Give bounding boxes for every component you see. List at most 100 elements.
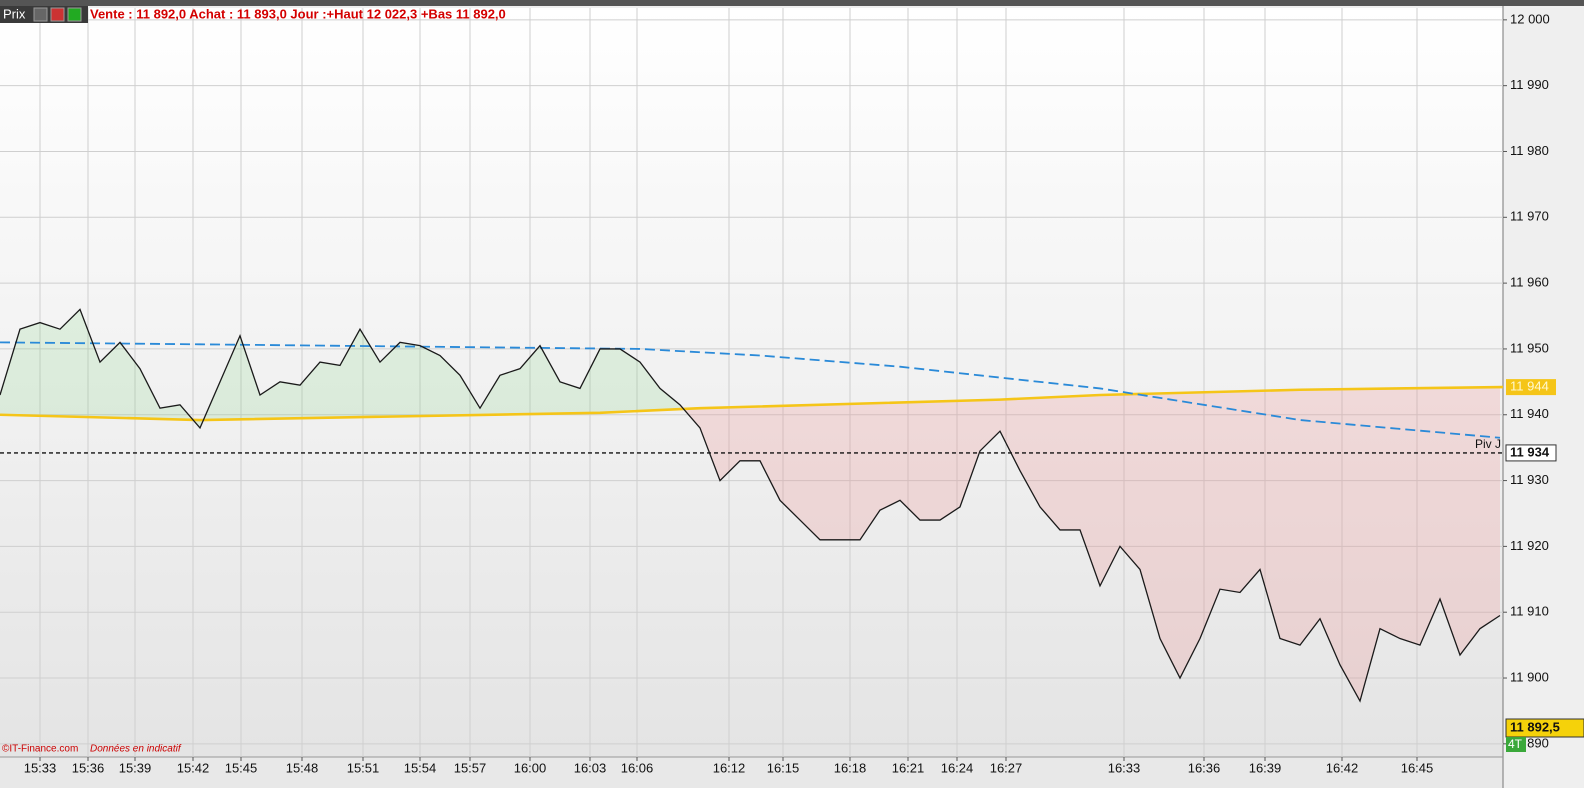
x-tick-label: 16:00: [514, 760, 547, 775]
note: Données en indicatif: [90, 744, 182, 755]
area-fill: [600, 348, 620, 413]
top-border: [0, 0, 1584, 6]
area-fill: [1100, 394, 1120, 586]
x-tick-label: 16:24: [941, 760, 974, 775]
area-fill: [980, 399, 1000, 451]
tool-icon[interactable]: [33, 7, 48, 22]
area-fill: [800, 404, 820, 540]
x-tick-label: 15:36: [72, 760, 105, 775]
x-tick-label: 16:45: [1401, 760, 1434, 775]
area-fill: [540, 345, 560, 414]
series-line: [0, 308, 1501, 703]
area-fill: [140, 368, 160, 419]
area-fill: [1400, 388, 1420, 646]
area-fill: [1080, 395, 1100, 586]
x-tick-label: 16:21: [892, 760, 925, 775]
area-fill: [1380, 388, 1400, 639]
area-fill: [780, 405, 800, 521]
area-fill: [220, 335, 240, 420]
area-fill: [1060, 395, 1080, 530]
area-fill: [1480, 387, 1500, 629]
area-fill: [860, 403, 880, 540]
area-fill: [60, 309, 80, 417]
area-fill: [1220, 391, 1240, 593]
area-fill: [400, 342, 420, 417]
area-fill: [1240, 390, 1260, 593]
x-tick-label: 16:27: [990, 760, 1023, 775]
x-tick-label: 16:03: [574, 760, 607, 775]
series-line: [0, 385, 1504, 422]
area-fill: [900, 401, 920, 521]
ma-tag: [1506, 379, 1556, 396]
y-tick-label: 11 940: [1510, 406, 1549, 421]
y-tick-label: 11 960: [1510, 275, 1549, 290]
x-tick-label: 16:18: [834, 760, 867, 775]
x-tick-label: 16:42: [1326, 760, 1359, 775]
x-tick-label: 15:54: [404, 760, 437, 775]
x-tick-label: 15:33: [24, 760, 57, 775]
area-fill: [40, 322, 60, 417]
area-fill: [1120, 393, 1140, 570]
area-fill: [1040, 396, 1060, 530]
area-fill: [460, 375, 480, 416]
area-fill: [120, 342, 140, 419]
area-fill: [1440, 387, 1460, 655]
x-tick-label: 16:33: [1108, 760, 1141, 775]
area-fill: [160, 404, 180, 420]
area-fill: [320, 362, 340, 418]
pivot-tag: [1505, 444, 1557, 462]
area-fill: [1140, 393, 1160, 639]
tool-icon[interactable]: [50, 7, 65, 22]
area-fill: [700, 407, 720, 481]
x-tick-label: 16:36: [1188, 760, 1221, 775]
area-fill: [1160, 392, 1180, 679]
area-fill: [620, 348, 640, 412]
ma-value-label: 11 944: [1510, 379, 1549, 394]
y-tick-label: 11 950: [1510, 340, 1549, 355]
source: ©IT-Finance.com: [2, 744, 78, 755]
y-tick-label: 11 930: [1510, 472, 1549, 487]
area-fill: [720, 407, 740, 481]
area-fill: [100, 342, 120, 418]
area-fill: [280, 381, 300, 419]
area-fill: [1420, 387, 1440, 646]
area-fill: [20, 322, 40, 416]
x-tick-label: 15:48: [286, 760, 319, 775]
area-fill: [380, 342, 400, 417]
area-fill: [300, 362, 320, 419]
y-tick-label: 11 980: [1510, 143, 1549, 158]
area-fill: [480, 375, 500, 415]
x-tick-label: 16:06: [621, 760, 654, 775]
area-fill: [640, 362, 660, 411]
plot-area: [0, 8, 1503, 757]
pivot-value-label: 11 934: [1510, 444, 1550, 459]
area-fill: [1280, 389, 1300, 646]
x-tick-label: 15:45: [225, 760, 258, 775]
area-fill: [560, 381, 580, 414]
area-fill: [1300, 389, 1320, 646]
area-fill: [240, 335, 260, 420]
area-fill: [1320, 389, 1340, 665]
y-tick-label: 11 920: [1510, 538, 1549, 553]
area-fill: [340, 329, 360, 418]
panel-label: Prix: [3, 6, 26, 21]
x-tick-label: 16:12: [713, 760, 746, 775]
x-tick-label: 15:42: [177, 760, 210, 775]
series-line: [0, 341, 1501, 439]
area-fill: [820, 404, 840, 540]
area-fill: [960, 400, 980, 507]
y-tick-label: 11 970: [1510, 209, 1549, 224]
area-fill: [360, 329, 380, 418]
y-tick-label: 12 000: [1510, 11, 1550, 26]
area-fill: [80, 309, 100, 418]
last-label: 11 892,5: [1510, 719, 1560, 734]
tool-icon[interactable]: [67, 7, 82, 22]
area-fill: [1360, 388, 1380, 702]
area-fill: [0, 329, 20, 416]
area-fill: [920, 401, 940, 521]
area-fill: [1340, 388, 1360, 702]
x-tick-label: 15:39: [119, 760, 152, 775]
grid: [0, 8, 1507, 761]
